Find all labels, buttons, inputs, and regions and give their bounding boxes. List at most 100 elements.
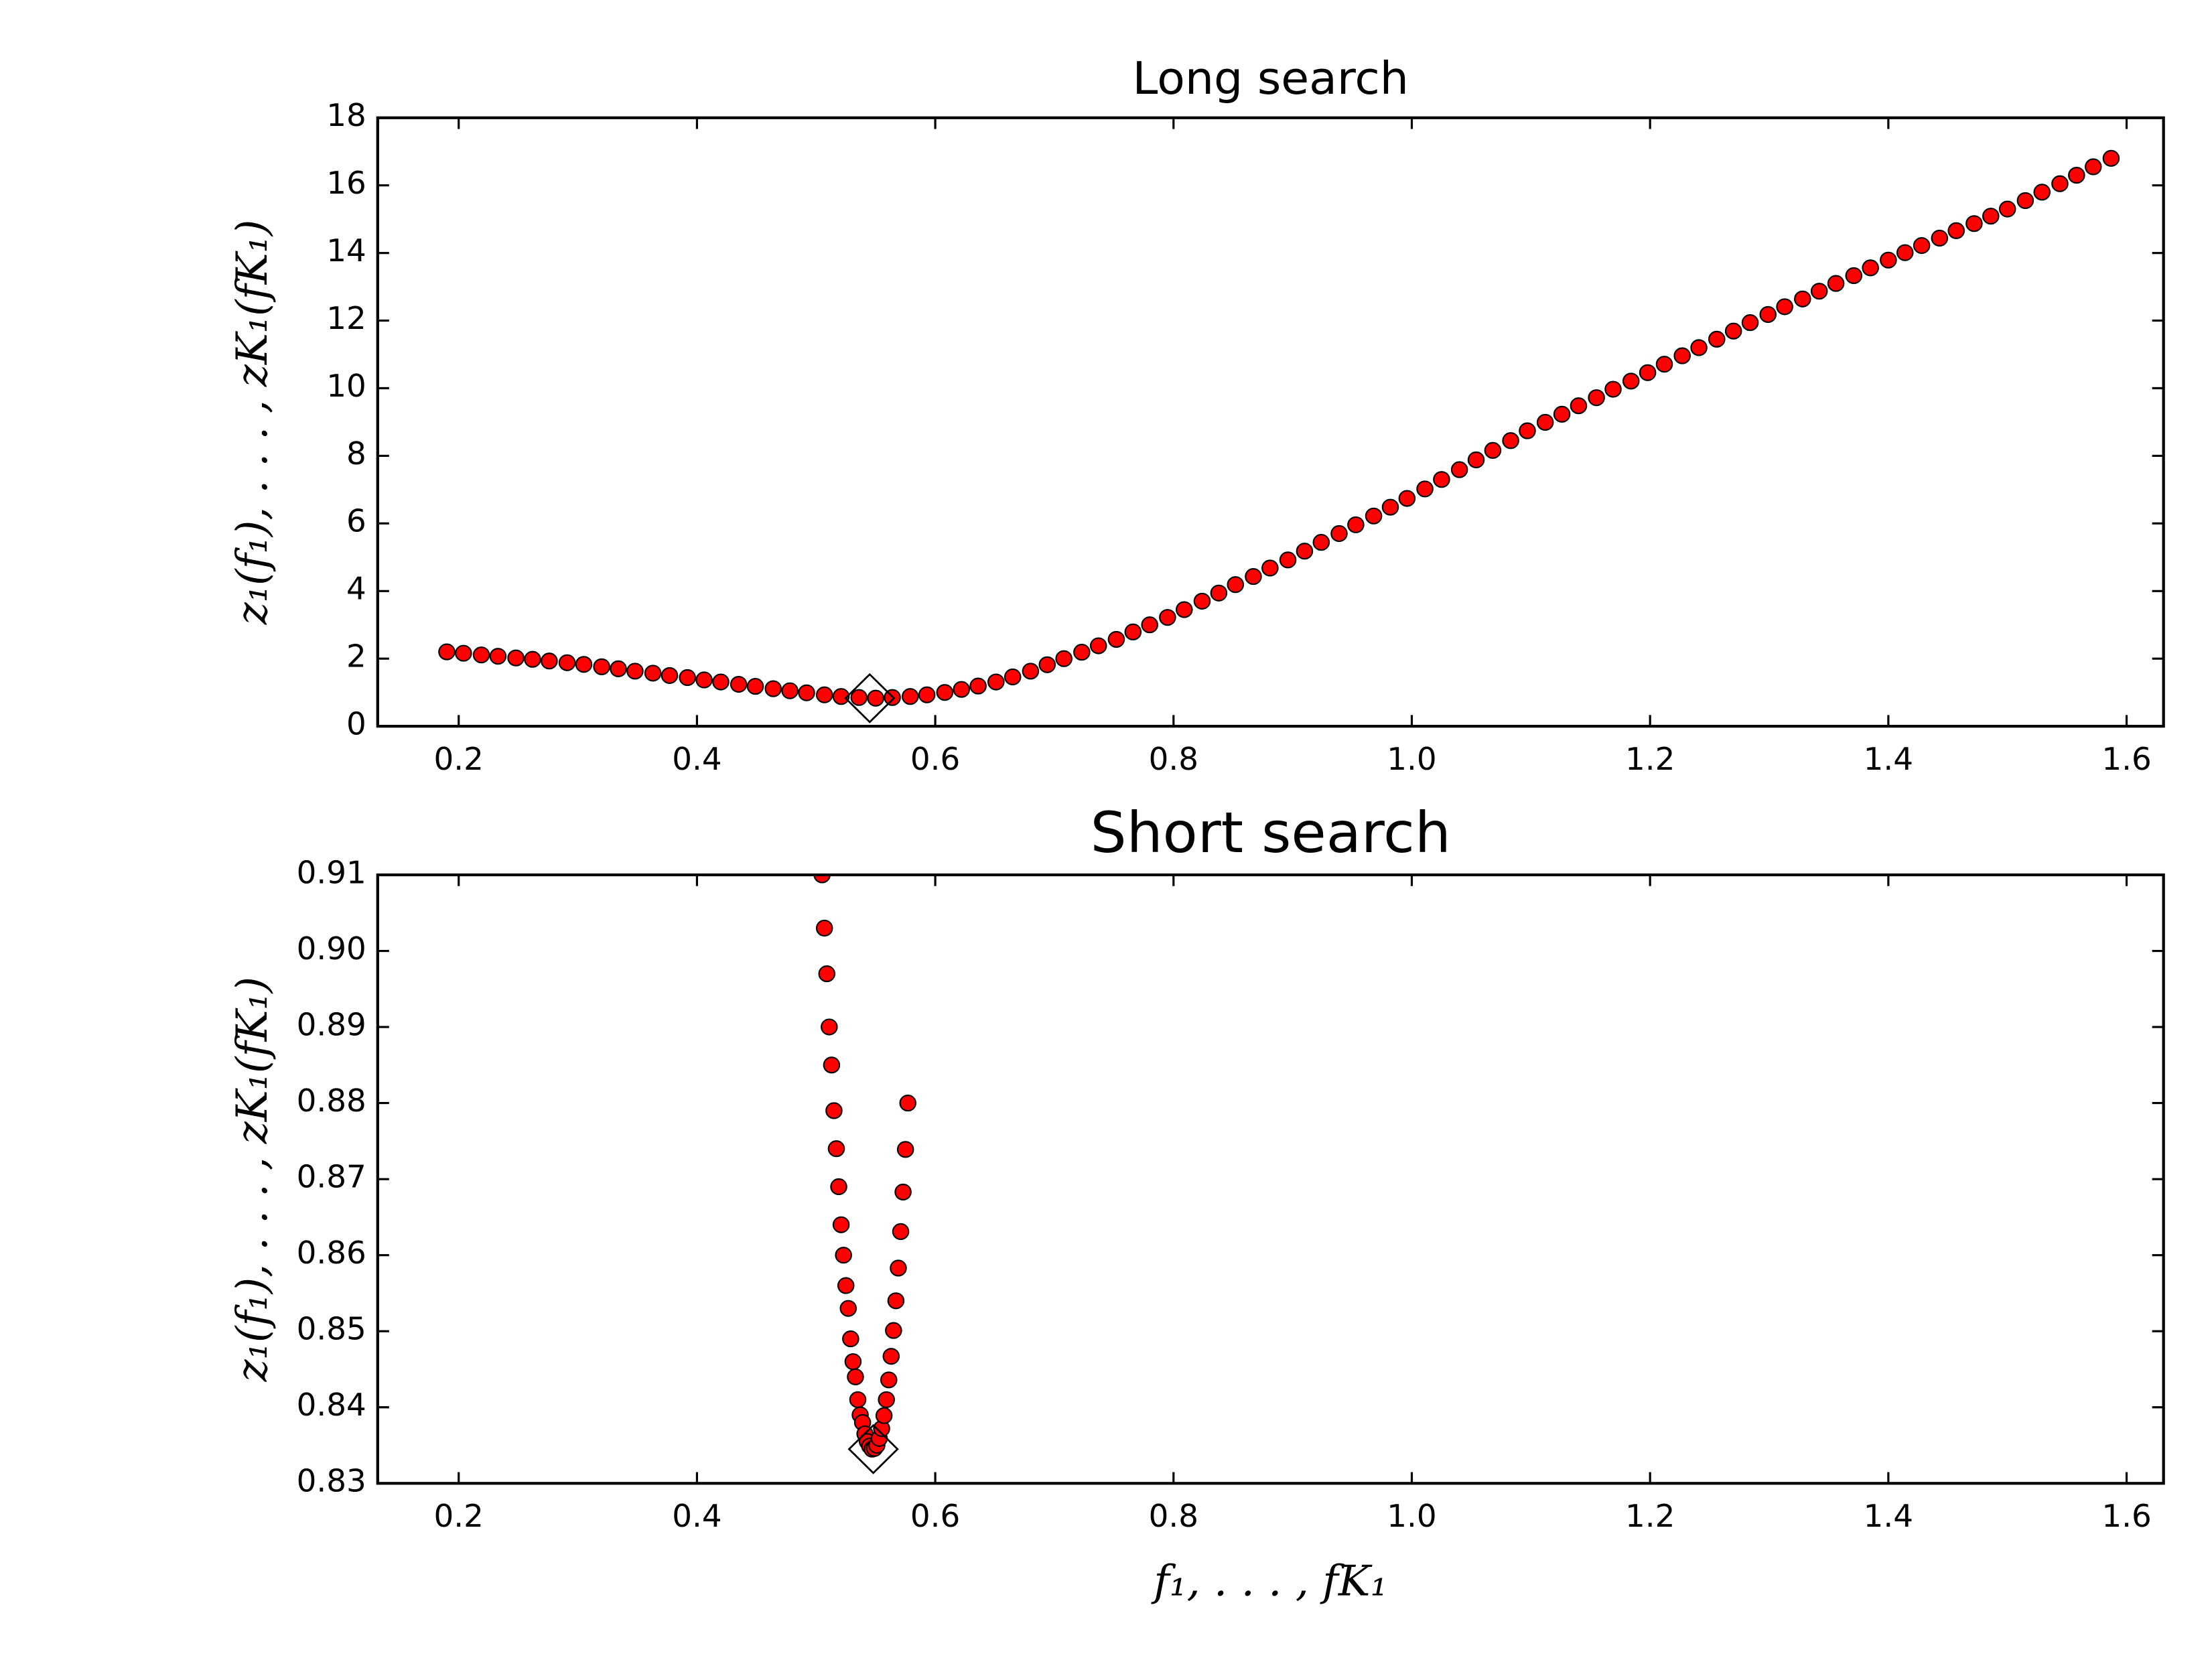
y-tick-label: 0.83 — [297, 1463, 366, 1499]
x-tick-label: 1.4 — [1864, 741, 1913, 777]
y-tick-label: 0.87 — [297, 1159, 366, 1195]
point — [839, 1300, 857, 1317]
point — [830, 1178, 847, 1196]
x-tick-label: 0.4 — [672, 741, 721, 777]
point — [1708, 330, 1726, 348]
point — [2068, 167, 2085, 184]
point — [987, 673, 1005, 691]
point — [507, 649, 525, 667]
point — [1794, 290, 1811, 307]
point — [610, 660, 627, 677]
point — [1982, 208, 2000, 225]
point — [1296, 543, 1314, 560]
point — [2016, 192, 2034, 209]
point — [489, 648, 507, 665]
point — [899, 1095, 916, 1112]
point — [827, 1140, 845, 1158]
point — [1724, 322, 1742, 340]
point — [887, 1292, 905, 1310]
point — [825, 1102, 843, 1119]
point — [1279, 551, 1297, 569]
x-axis-label: f₁, . . . , fK₁ — [1151, 1556, 1387, 1605]
point — [1347, 516, 1365, 533]
point — [1467, 451, 1485, 469]
y-axis-label: z₁(f₁), . . . , zK₁(fK₁) — [226, 220, 277, 626]
y-tick-label: 8 — [346, 435, 366, 472]
x-tick-label: 1.6 — [2101, 1498, 2151, 1534]
x-tick-label: 1.4 — [1864, 1498, 1913, 1534]
point — [746, 678, 764, 695]
y-tick-label: 10 — [326, 368, 366, 404]
axes-frame — [376, 116, 2165, 728]
y-tick-label: 12 — [326, 300, 366, 336]
point — [1089, 637, 1107, 654]
point — [1655, 356, 1673, 373]
x-tick-label: 1.0 — [1387, 1498, 1436, 1534]
y-tick-label: 0.85 — [297, 1311, 366, 1347]
x-tick-label: 1.6 — [2101, 741, 2151, 777]
x-tick-label: 0.6 — [910, 1498, 960, 1534]
point — [849, 1391, 867, 1408]
point — [1073, 644, 1091, 661]
point — [1862, 259, 1879, 277]
point — [821, 1018, 838, 1036]
point — [1450, 461, 1468, 478]
point — [867, 689, 884, 707]
point — [1055, 650, 1073, 667]
point — [781, 682, 799, 699]
x-tick-label: 0.8 — [1149, 1498, 1198, 1534]
point — [1931, 229, 1949, 247]
point — [1312, 534, 1330, 551]
point — [1193, 592, 1211, 610]
point — [1245, 568, 1262, 585]
point — [818, 965, 836, 983]
point — [823, 1056, 841, 1074]
point — [1330, 525, 1348, 543]
point — [472, 646, 490, 664]
point — [1433, 471, 1450, 488]
points — [813, 874, 916, 1458]
point — [1639, 364, 1657, 381]
point — [1759, 305, 1777, 324]
point — [764, 680, 782, 697]
point — [892, 1223, 910, 1241]
point — [644, 665, 662, 682]
point — [1776, 298, 1793, 316]
x-tick-label: 1.2 — [1625, 1498, 1675, 1534]
point — [2033, 184, 2051, 201]
point — [1536, 413, 1554, 431]
point — [1124, 623, 1142, 640]
point — [1947, 222, 1965, 239]
point — [1519, 422, 1536, 439]
x-tick-label: 1.2 — [1625, 741, 1675, 777]
y-axis-label: z₁(f₁), . . . , zK₁(fK₁) — [226, 977, 277, 1383]
point — [798, 684, 815, 701]
point — [901, 688, 919, 705]
point — [1210, 584, 1228, 602]
point — [1398, 490, 1416, 507]
point — [815, 686, 833, 703]
point — [438, 643, 456, 661]
point — [813, 874, 831, 884]
y-tick-label: 0.88 — [297, 1083, 366, 1119]
point — [890, 1259, 907, 1277]
y-tick-label: 0.90 — [297, 930, 366, 967]
point — [1965, 215, 1983, 232]
minimum-marker — [847, 1424, 899, 1474]
point — [2051, 175, 2069, 192]
y-tick-label: 14 — [326, 232, 366, 269]
point — [1741, 314, 1759, 332]
point — [695, 671, 713, 689]
point — [936, 684, 954, 701]
point — [1159, 609, 1176, 626]
point — [593, 658, 610, 675]
point — [1022, 663, 1040, 680]
point — [455, 644, 472, 662]
point — [712, 673, 730, 691]
y-tick-label: 4 — [346, 571, 366, 607]
point — [1484, 441, 1502, 459]
point — [1604, 381, 1622, 398]
y-tick-label: 0.84 — [297, 1387, 366, 1424]
point — [1176, 601, 1193, 618]
x-tick-label: 0.8 — [1149, 741, 1198, 777]
